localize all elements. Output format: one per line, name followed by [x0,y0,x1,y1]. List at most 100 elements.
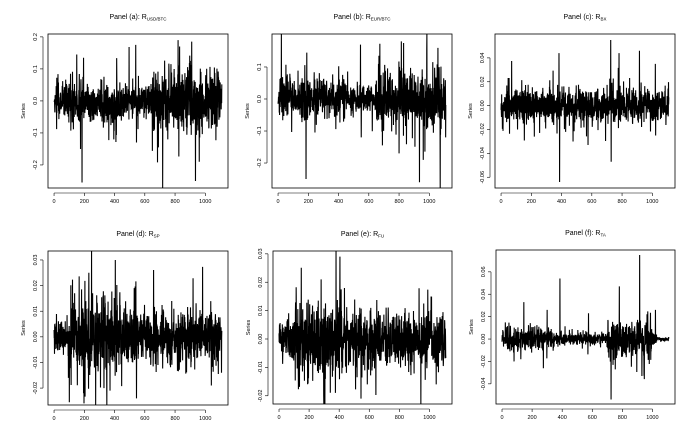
y-axis-label: Series [21,103,27,119]
panel-title-subscript: USD/BTC [147,17,168,22]
y-tick-label: -0.02 [258,389,264,402]
y-tick-label: -0.04 [480,147,486,160]
y-tick-label: -0.02 [480,123,486,136]
x-tick-label: 400 [334,199,343,205]
plot-frame [47,33,229,189]
x-tick-label: 800 [617,199,626,205]
y-tick-label: 0.01 [258,305,264,316]
y-tick-label: -0.06 [480,171,486,184]
x-tick-label: 200 [527,199,536,205]
panel-title-main: Panel (c): R [564,14,601,21]
x-tick-label: 1000 [423,415,435,421]
y-tick-label: -0.1 [33,128,39,137]
panel-c: Panel (c): RBX Series 0 200 400 600 800 1000 -0.… [468,14,676,205]
panel-title: Panel (f): RTA [565,230,606,238]
y-tick-label: -0.1 [257,126,263,135]
y-axis-label: Series [245,103,251,119]
y-tick-label: 0.00 [33,331,39,342]
x-tick-label: 1000 [646,415,658,421]
panel-d: Panel (d): RSP Series 0 200 400 600 800 1000 -0.… [21,231,229,422]
y-tick-label: 0.0 [257,95,263,103]
y-tick-label: 0.02 [258,277,264,288]
panel-title-subscript: FU [378,234,384,239]
panel-title-main: Panel (a): R [109,14,146,21]
x-tick-label: 400 [110,199,119,205]
panel-a: Panel (a): RUSD/BTC Series 0 200 400 600 800 10… [21,14,229,205]
y-tick-label: -0.04 [481,378,487,391]
panel-title-main: Panel (f): R [565,230,600,237]
x-tick-label: 600 [588,415,597,421]
y-tick-label: -0.02 [33,382,39,395]
panel-title-main: Panel (d): R [116,231,153,238]
panel-title-subscript: BX [600,17,606,22]
x-tick-label: 600 [140,416,149,422]
y-axis-label: Series [469,319,475,335]
x-tick-label: 600 [364,199,373,205]
x-tick-label: 800 [170,416,179,422]
x-tick-label: 400 [335,415,344,421]
y-tick-label: 0.06 [481,266,487,277]
x-tick-label: 800 [170,199,179,205]
x-tick-label: 400 [558,415,567,421]
panel-title-subscript: SP [154,234,160,239]
y-tick-label: 0.2 [33,33,39,41]
x-tick-label: 200 [80,199,89,205]
panel-title: Panel (e): RFU [341,231,384,239]
panel-b: Panel (b): REUR/BTC Series 0 200 400 600 800 10… [245,14,453,205]
y-axis-label: Series [246,319,252,335]
series-line-d [53,250,223,406]
y-tick-label: -0.2 [257,158,263,167]
x-tick-label: 200 [80,416,89,422]
y-tick-label: -0.2 [33,160,39,169]
y-tick-label: -0.01 [258,361,264,374]
x-tick-label: 200 [528,415,537,421]
plot-frame [271,33,453,189]
panel-title-main: Panel (e): R [341,231,378,238]
plot-frame [494,33,676,189]
x-tick-label: 200 [305,415,314,421]
x-tick-label: 0 [500,415,503,421]
x-tick-label: 400 [110,416,119,422]
y-tick-label: 0.03 [258,248,264,259]
y-tick-label: 0.00 [480,100,486,111]
x-tick-label: 600 [587,199,596,205]
y-tick-label: 0.0 [33,97,39,105]
series-line-a [53,40,223,189]
x-tick-label: 0 [53,416,56,422]
y-tick-label: -0.01 [33,356,39,369]
plot-frame [47,250,229,406]
y-tick-label: -0.02 [481,355,487,368]
series-line-b [277,33,447,189]
x-tick-label: 800 [395,415,404,421]
panel-e: Panel (e): RFU Series 0 200 400 600 800 1000 -0.… [246,231,453,421]
y-tick-label: 0.1 [33,65,39,73]
series-line-c [500,39,670,183]
x-tick-label: 200 [304,199,313,205]
panel-f: Panel (f): RTA Series 0 200 400 600 800 1000 -0.… [469,230,676,421]
y-tick-label: 0.03 [33,255,39,266]
series-line-e [278,250,447,405]
y-tick-label: 0.02 [33,280,39,291]
x-tick-label: 800 [618,415,627,421]
x-tick-label: 800 [394,199,403,205]
y-tick-label: 0.02 [480,76,486,87]
panel-title-subscript: TA [600,233,605,238]
y-tick-label: 0.01 [33,306,39,317]
panel-title-subscript: EUR/BTC [371,17,392,22]
x-tick-label: 0 [277,199,280,205]
panel-title: Panel (c): RBX [564,14,607,22]
plot-frame [495,249,676,405]
x-tick-label: 600 [365,415,374,421]
y-axis-label: Series [468,103,474,119]
y-tick-label: 0.00 [258,334,264,345]
y-tick-label: 0.04 [481,289,487,300]
plot-frame [272,250,453,405]
y-tick-label: 0.00 [481,334,487,345]
x-tick-label: 1000 [423,199,435,205]
series-line-f [501,255,670,400]
panel-title: Panel (d): RSP [116,231,159,239]
x-tick-label: 1000 [646,199,658,205]
x-tick-label: 400 [557,199,566,205]
panel-title-main: Panel (b): R [333,14,370,21]
